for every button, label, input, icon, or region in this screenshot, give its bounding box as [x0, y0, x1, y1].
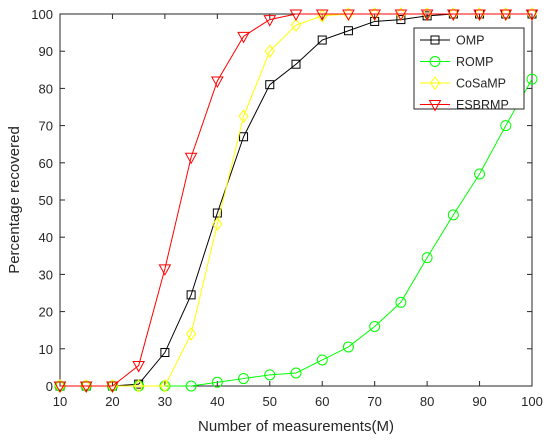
x-tick-label: 40 [210, 394, 224, 409]
data-point-romp [500, 120, 512, 132]
data-point-romp [238, 373, 250, 385]
legend-box [413, 27, 525, 110]
data-point-romp [211, 376, 223, 388]
data-point-omp [343, 26, 353, 36]
data-point-cosamp [290, 18, 302, 32]
data-point-omp [212, 208, 222, 218]
data-point-romp [447, 209, 459, 221]
x-tick-label: 70 [367, 394, 381, 409]
data-point-esbrmp [184, 152, 198, 165]
data-point-esbrmp [473, 9, 486, 22]
data-point-esbrmp [342, 9, 355, 22]
data-point-esbrmp [525, 9, 539, 22]
data-point-omp [265, 80, 275, 90]
y-tick-label: 60 [39, 156, 53, 171]
data-point-cosamp [238, 109, 249, 124]
x-tick-label: 10 [53, 394, 67, 409]
data-point-omp [396, 15, 406, 25]
data-point-omp [291, 59, 301, 69]
data-point-cosamp [133, 379, 144, 393]
x-tick-label: 30 [158, 394, 172, 409]
y-tick-label: 80 [39, 81, 53, 96]
legend-marker-cosamp [429, 76, 441, 90]
data-point-esbrmp [158, 264, 172, 276]
data-point-omp [317, 35, 327, 45]
data-point-esbrmp [53, 381, 67, 394]
y-tick-label: 10 [39, 342, 53, 357]
x-tick-label: 90 [472, 394, 486, 409]
data-point-esbrmp [315, 9, 329, 22]
legend-item-cosamp: CoSaMP [420, 76, 506, 91]
data-point-romp [369, 320, 381, 332]
legend-marker-omp [430, 35, 440, 45]
legend-marker-romp [429, 56, 441, 67]
legend-label-omp: OMP [456, 34, 484, 48]
data-point-romp [474, 168, 486, 180]
x-axis-label: Number of measurements(M) [198, 418, 394, 435]
data-point-romp [342, 341, 354, 353]
data-point-esbrmp [368, 9, 382, 22]
data-point-esbrmp [289, 9, 303, 22]
legend-item-romp: ROMP [420, 55, 494, 69]
data-point-romp [316, 354, 328, 366]
data-point-esbrmp [79, 381, 93, 394]
data-point-cosamp [185, 327, 197, 341]
legend-label-romp: ROMP [456, 55, 494, 69]
y-tick-label: 30 [39, 267, 53, 282]
y-tick-label: 70 [39, 119, 53, 134]
y-tick-label: 0 [46, 379, 53, 394]
legend-label-cosamp: CoSaMP [456, 77, 506, 91]
data-point-romp [526, 73, 538, 85]
legend: OMP ROMP CoSaMP ESBRMP [413, 27, 525, 112]
data-point-omp [186, 290, 196, 300]
legend-item-esbrmp: ESBRMP [420, 98, 509, 112]
series-cosamp [54, 7, 538, 393]
y-tick-label: 100 [31, 7, 53, 22]
y-axis-label: Percentage recovered [6, 126, 23, 274]
data-point-romp [185, 380, 197, 392]
data-point-romp [290, 367, 302, 379]
data-point-esbrmp [446, 9, 460, 22]
data-point-romp [264, 369, 276, 381]
data-point-cosamp [212, 217, 223, 232]
data-point-omp [370, 16, 380, 26]
x-tick-label: 50 [263, 394, 277, 409]
legend-label-esbrmp: ESBRMP [456, 98, 509, 112]
axis-ticks: 10 20 30 40 50 60 70 80 90 1000102030405060708090… [31, 7, 543, 409]
x-tick-label: 20 [105, 394, 119, 409]
legend-item-omp: OMP [420, 34, 484, 48]
data-point-omp [239, 132, 249, 142]
data-point-esbrmp [210, 76, 224, 88]
y-tick-label: 20 [39, 305, 53, 320]
data-point-esbrmp [237, 31, 250, 44]
legend-marker-esbrmp [428, 100, 442, 112]
data-point-esbrmp [499, 9, 513, 22]
x-tick-label: 100 [521, 394, 543, 409]
x-tick-label: 80 [420, 394, 434, 409]
data-point-esbrmp [420, 9, 434, 22]
series-esbrmp [53, 9, 539, 394]
data-point-cosamp [264, 44, 275, 59]
data-point-romp [395, 296, 407, 308]
series-line-esbrmp [60, 13, 532, 387]
x-tick-label: 60 [315, 394, 329, 409]
data-point-esbrmp [132, 361, 146, 373]
y-tick-label: 50 [39, 193, 53, 208]
data-point-romp [421, 252, 433, 264]
y-tick-label: 90 [39, 44, 53, 59]
y-tick-label: 40 [39, 230, 53, 245]
data-point-omp [160, 348, 170, 358]
data-point-esbrmp [106, 381, 119, 394]
data-point-cosamp [159, 379, 171, 393]
series-layer [53, 7, 539, 394]
data-point-esbrmp [263, 15, 277, 27]
data-point-esbrmp [394, 9, 408, 22]
